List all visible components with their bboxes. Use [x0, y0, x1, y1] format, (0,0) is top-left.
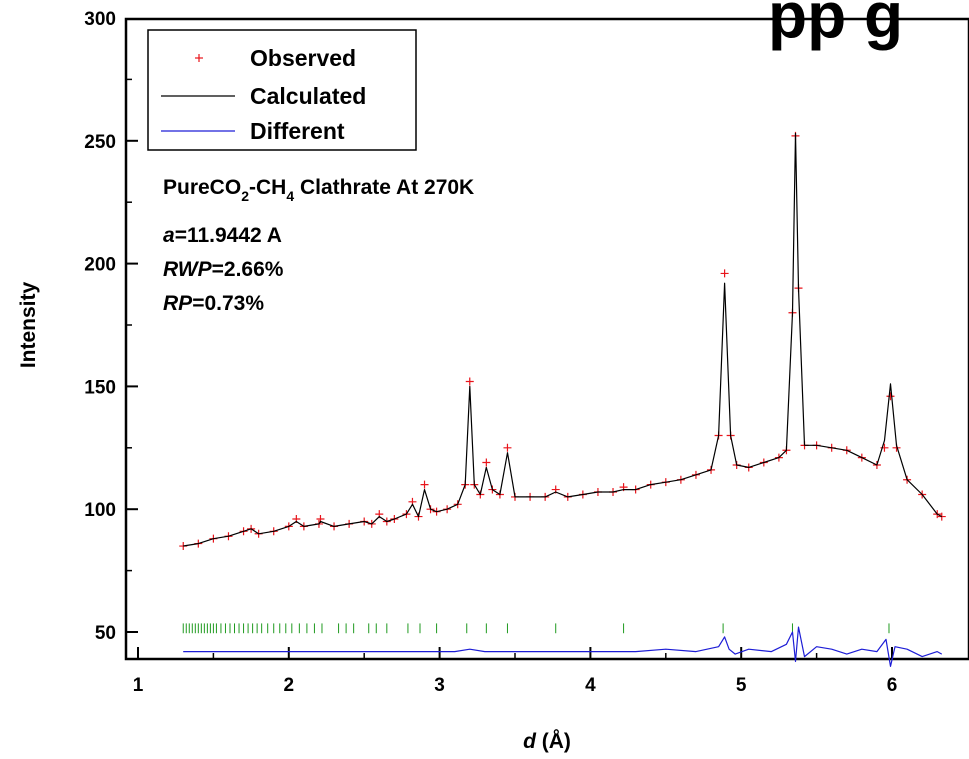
x-axis-title: d (Å) [523, 729, 571, 753]
x-axis-title-unit: (Å) [536, 729, 571, 753]
observed-point [503, 443, 512, 452]
annotation-rwp: RWP=2.66% [163, 258, 284, 281]
axis-ticks: 1 2 3 4 5 6 50 100 150 200 250 300 [84, 9, 897, 696]
plot-frame [124, 17, 969, 661]
annotation-rp: RP=0.73% [163, 292, 264, 315]
observed-point [720, 269, 729, 278]
observed-point [482, 458, 491, 467]
legend-box [147, 29, 417, 151]
x-tick-label: 1 [133, 675, 144, 696]
y-tick-label: 100 [84, 500, 116, 521]
corner-clipped-text: pp g [768, 0, 903, 51]
reflection-ticks [182, 623, 890, 634]
annotation-lattice: a=11.9442 A [163, 224, 282, 247]
x-tick-label: 5 [736, 675, 747, 696]
observed-point [465, 377, 474, 386]
legend-label-observed: Observed [250, 45, 356, 71]
legend: Observed Calculated Different [147, 29, 417, 151]
observed-point [420, 480, 429, 489]
annotation-formula: PureCO2-CH4 Clathrate At 270K [163, 176, 474, 204]
x-tick-label: 4 [585, 675, 596, 696]
data-series [179, 131, 946, 668]
annotation-block: PureCO2-CH4 Clathrate At 270K a=11.9442 … [163, 176, 474, 315]
y-tick-label: 250 [84, 132, 116, 153]
observed-point [886, 392, 895, 401]
y-axis-title: Intensity [17, 282, 40, 369]
x-tick-label: 2 [284, 675, 295, 696]
legend-label-calculated: Calculated [250, 83, 366, 109]
legend-label-different: Different [250, 118, 345, 144]
series-calculated-line [183, 132, 943, 547]
legend-swatch-observed [195, 54, 203, 62]
y-tick-label: 200 [84, 255, 116, 276]
x-tick-label: 6 [887, 675, 898, 696]
y-tick-label: 150 [84, 377, 116, 398]
y-tick-label: 50 [95, 623, 116, 644]
x-tick-label: 3 [434, 675, 445, 696]
series-different-line [183, 626, 943, 668]
y-tick-label: 300 [84, 9, 116, 30]
x-axis-title-symbol: d [523, 730, 537, 753]
